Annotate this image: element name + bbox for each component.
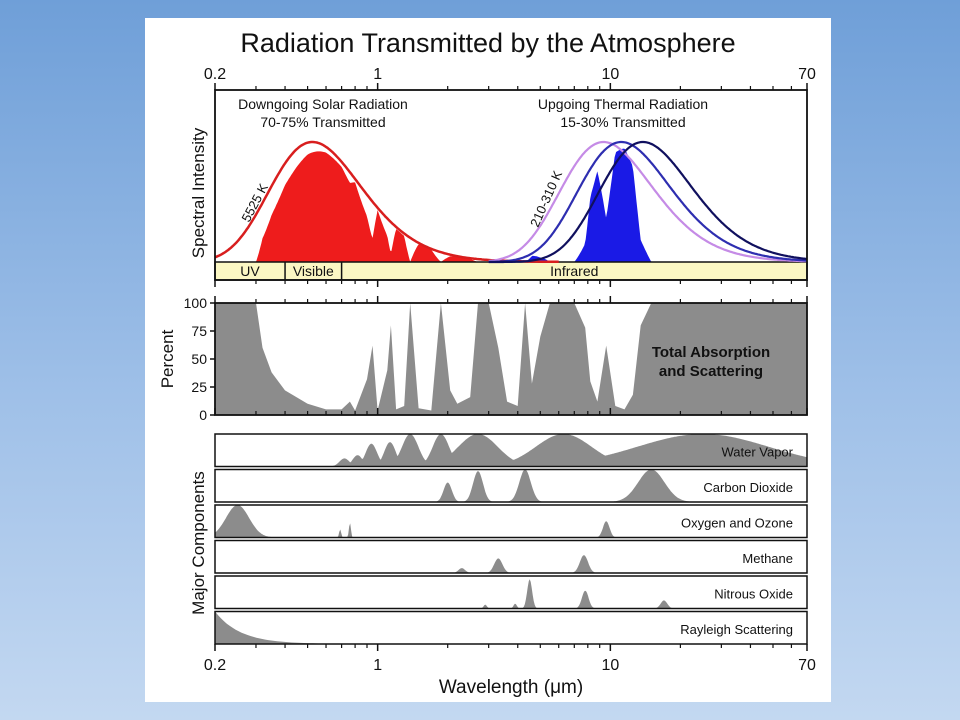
band-label-visible: Visible xyxy=(293,263,334,279)
bottom-tick-label: 10 xyxy=(601,657,619,674)
top-tick-label: 10 xyxy=(601,66,619,83)
absorption-y-label: Percent xyxy=(158,329,177,388)
solar-curve-label: 5525 K xyxy=(238,181,271,225)
bottom-tick-label: 0.2 xyxy=(204,657,226,674)
thermal-curve-260k xyxy=(488,140,807,263)
thermal-curve-210k xyxy=(488,140,808,264)
component-label: Methane xyxy=(742,551,793,566)
component-label: Oxygen and Ozone xyxy=(681,516,793,531)
thermal-label: Upgoing Thermal Radiation xyxy=(538,96,708,112)
line-layer xyxy=(210,83,808,651)
thermal-transmitted-area xyxy=(517,148,807,262)
absorption-label: Total Absorption xyxy=(652,344,770,361)
component-row-border xyxy=(214,468,808,503)
spectral-panel-border xyxy=(214,89,808,281)
thermal-curve-310k xyxy=(488,140,807,263)
component-area-carbon-dioxide xyxy=(215,469,807,502)
solar-transmitted-label: 70-75% Transmitted xyxy=(260,114,385,130)
component-area-methane xyxy=(215,555,807,573)
top-tick-label: 70 xyxy=(798,66,816,83)
y-tick-label: 75 xyxy=(191,323,207,339)
solar-label: Downgoing Solar Radiation xyxy=(238,96,408,112)
absorption-label-2: and Scattering xyxy=(659,363,763,380)
bottom-tick-label: 70 xyxy=(798,657,816,674)
component-row-border xyxy=(214,610,808,645)
component-row-border xyxy=(214,504,808,539)
thermal-transmitted-label: 15-30% Transmitted xyxy=(560,114,685,130)
x-axis-label: Wavelength (μm) xyxy=(439,677,583,698)
bottom-tick-label: 1 xyxy=(373,657,382,674)
top-tick-label: 1 xyxy=(373,66,382,83)
figure-frame: Radiation Transmitted by the Atmosphere 0… xyxy=(145,18,831,702)
component-row-border xyxy=(214,575,808,610)
band-label-infrared: Infrared xyxy=(550,263,598,279)
y-tick-label: 50 xyxy=(191,351,207,367)
y-tick-label: 0 xyxy=(199,407,207,423)
component-row-border xyxy=(214,433,808,468)
chart-title: Radiation Transmitted by the Atmosphere xyxy=(240,28,735,58)
component-label: Nitrous Oxide xyxy=(714,587,793,602)
component-label: Rayleigh Scattering xyxy=(680,622,793,637)
component-row-border xyxy=(214,539,808,574)
top-tick-label: 0.2 xyxy=(204,66,226,83)
y-tick-label: 25 xyxy=(191,379,207,395)
spectral-y-label: Spectral Intensity xyxy=(189,127,208,258)
component-label: Carbon Dioxide xyxy=(703,480,793,495)
components-y-label: Major Components xyxy=(189,471,208,615)
band-label-uv: UV xyxy=(240,263,260,279)
text-layer: Radiation Transmitted by the Atmosphere 0… xyxy=(158,28,816,698)
y-tick-label: 100 xyxy=(184,295,208,311)
component-area-water-vapor xyxy=(215,434,807,467)
fill-layer xyxy=(214,148,808,644)
absorption-area xyxy=(215,303,807,415)
thermal-curve-label: 210-310 K xyxy=(527,168,565,229)
component-label: Water Vapor xyxy=(721,445,793,460)
atmosphere-chart: Radiation Transmitted by the Atmosphere 0… xyxy=(158,28,816,698)
solar-transmitted-area xyxy=(215,151,541,262)
